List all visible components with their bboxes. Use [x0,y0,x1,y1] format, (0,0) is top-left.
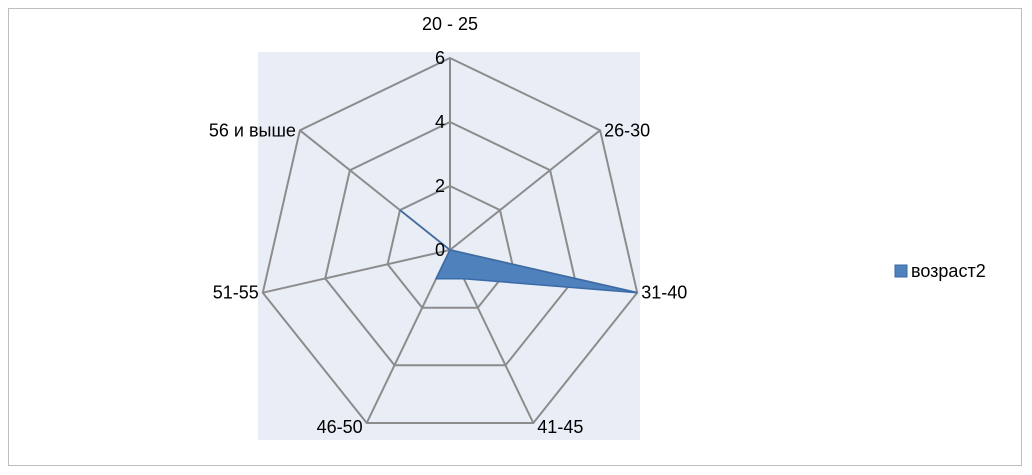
tick-label: 0 [435,240,445,260]
legend-swatch [894,264,908,278]
radar-series [399,209,638,294]
category-label: 56 и выше [209,120,296,140]
radial-tick-labels: 0 2 4 6 [435,48,445,260]
category-label: 26-30 [604,120,650,140]
grid-ring-2 [386,184,514,309]
grid-ring-4 [324,120,576,367]
category-label: 20 - 25 [422,14,478,34]
grid-spoke [449,129,601,251]
category-label: 31-40 [641,283,687,303]
tick-label: 6 [435,48,445,68]
legend: возраст2 [894,261,986,281]
tick-label: 4 [435,112,445,132]
legend-label: возраст2 [911,261,986,281]
category-label: 46-50 [317,417,363,437]
category-labels: 20 - 25 26-30 31-40 41-45 46-50 51-55 56 и выш… [209,14,687,437]
grid-spoke [262,249,451,294]
category-label: 41-45 [537,417,583,437]
category-label: 51-55 [213,283,259,303]
tick-label: 2 [435,176,445,196]
grid-ring-6 [261,56,639,424]
